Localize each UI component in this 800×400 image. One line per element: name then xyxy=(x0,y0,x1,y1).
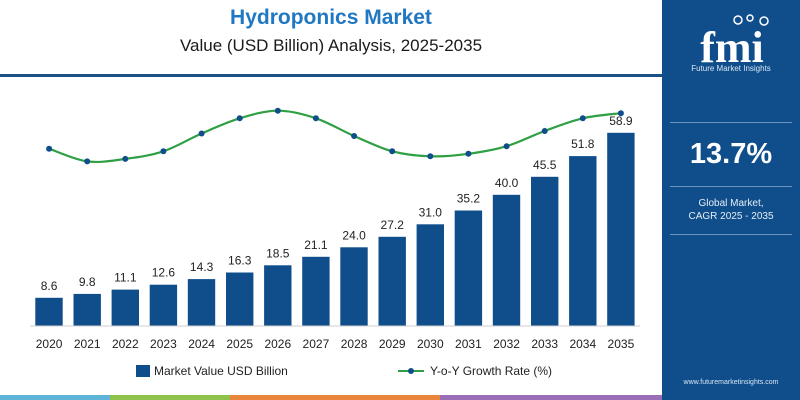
growth-point-2026 xyxy=(274,107,281,114)
bar-2026 xyxy=(264,265,292,326)
x-tick-2030: 2030 xyxy=(417,337,444,351)
growth-point-2023 xyxy=(160,148,167,155)
bar-label-2030: 31.0 xyxy=(419,205,443,219)
growth-point-2031 xyxy=(465,150,472,157)
bar-label-2026: 18.5 xyxy=(266,246,290,260)
bar-label-2031: 35.2 xyxy=(457,192,481,206)
x-tick-2029: 2029 xyxy=(379,337,406,351)
growth-point-2032 xyxy=(503,143,510,150)
x-tick-2021: 2021 xyxy=(74,337,101,351)
bar-2027 xyxy=(302,256,330,326)
bar-label-2021: 9.8 xyxy=(79,275,96,289)
growth-point-2025 xyxy=(236,115,243,122)
growth-point-2027 xyxy=(312,115,319,122)
cagr-label-line2: CAGR 2025 - 2035 xyxy=(688,211,774,222)
growth-point-2020 xyxy=(46,145,53,152)
cagr-label-line1: Global Market, xyxy=(698,198,764,209)
sidebar-divider-top xyxy=(670,122,792,123)
growth-point-2029 xyxy=(389,148,396,155)
x-tick-2035: 2035 xyxy=(608,337,635,351)
growth-point-2030 xyxy=(427,153,434,160)
title-divider xyxy=(0,74,662,77)
bar-label-2035: 58.9 xyxy=(609,114,633,128)
bar-2022 xyxy=(111,289,139,326)
growth-point-2021 xyxy=(84,158,91,165)
growth-point-2035 xyxy=(617,110,624,117)
website-url: www.futuremarketinsights.com xyxy=(683,379,779,386)
bar-label-2028: 24.0 xyxy=(342,228,366,242)
x-tick-2022: 2022 xyxy=(112,337,139,351)
growth-line xyxy=(48,109,622,164)
legend-line-marker xyxy=(408,368,414,374)
growth-point-2033 xyxy=(541,128,548,134)
bar-2030 xyxy=(416,224,444,326)
bar-label-2029: 27.2 xyxy=(381,218,405,232)
bar-2023 xyxy=(149,284,178,326)
bar-2029 xyxy=(378,236,406,326)
bar-label-2034: 51.8 xyxy=(571,137,595,151)
bar-2035 xyxy=(607,132,635,326)
x-tick-2031: 2031 xyxy=(455,337,482,351)
sidebar: fmi Future Market Insights 13.7% Global … xyxy=(662,0,800,400)
x-tick-2028: 2028 xyxy=(341,337,368,351)
sidebar-divider-bottom xyxy=(670,234,792,235)
x-tick-2034: 2034 xyxy=(569,337,596,351)
x-tick-2032: 2032 xyxy=(493,337,520,351)
sidebar-divider-mid xyxy=(670,186,792,187)
chart-subtitle: Value (USD Billion) Analysis, 2025-2035 xyxy=(179,36,483,55)
bar-label-2032: 40.0 xyxy=(495,176,519,190)
growth-line-group xyxy=(46,107,624,165)
bar-2034 xyxy=(569,156,597,326)
bar-label-2020: 8.6 xyxy=(41,279,58,293)
bar-label-2024: 14.3 xyxy=(190,260,214,274)
bar-2020 xyxy=(35,297,63,326)
growth-point-2024 xyxy=(198,130,205,137)
bar-2024 xyxy=(187,279,216,326)
logo-subtext: Future Market Insights xyxy=(691,64,771,73)
x-tick-2020: 2020 xyxy=(36,337,63,351)
growth-point-2028 xyxy=(351,133,358,139)
bar-2031 xyxy=(454,210,483,326)
bar-label-2025: 16.3 xyxy=(228,254,252,268)
x-tick-2026: 2026 xyxy=(264,337,291,351)
x-tick-labels-group: 2020 2021 2022 2023 2024 2025 2026 2027 2028 2029… xyxy=(36,337,635,351)
bar-2032 xyxy=(492,194,521,326)
cagr-value: 13.7% xyxy=(689,138,773,170)
bar-labels-group: 8.6 9.8 11.1 12.6 14.3 16.3 18.5 21.1 24.0 27.2 31… xyxy=(41,114,633,293)
growth-point-2022 xyxy=(122,155,129,162)
bar-label-2022: 11.1 xyxy=(114,271,137,285)
x-tick-2023: 2023 xyxy=(150,337,177,351)
x-tick-2025: 2025 xyxy=(226,337,253,351)
bars-group xyxy=(35,132,635,326)
fmi-logo: fmi xyxy=(700,14,769,70)
legend-bar-swatch xyxy=(136,365,150,377)
bar-2021 xyxy=(73,293,101,326)
chart-title: Hydroponics Market xyxy=(230,6,432,29)
chart-area: 8.6 9.8 11.1 12.6 14.3 16.3 18.5 21.1 24.0 27.2 31… xyxy=(30,107,640,378)
bar-label-2023: 12.6 xyxy=(152,266,176,280)
x-tick-2024: 2024 xyxy=(188,337,215,351)
legend: Market Value USD Billion Y-o-Y Growth Ra… xyxy=(136,364,552,378)
bar-2028 xyxy=(340,247,368,326)
bar-2033 xyxy=(531,176,559,326)
bottom-color-stripe xyxy=(0,395,662,400)
legend-bar-label: Market Value USD Billion xyxy=(154,364,288,378)
logo-text: fmi xyxy=(700,23,764,70)
bar-label-2027: 21.1 xyxy=(304,238,328,252)
legend-line-label: Y-o-Y Growth Rate (%) xyxy=(430,364,552,378)
x-tick-2027: 2027 xyxy=(303,337,330,351)
bar-2025 xyxy=(226,272,254,326)
x-tick-2033: 2033 xyxy=(531,337,558,351)
growth-point-2034 xyxy=(579,115,586,122)
bar-label-2033: 45.5 xyxy=(533,158,557,172)
